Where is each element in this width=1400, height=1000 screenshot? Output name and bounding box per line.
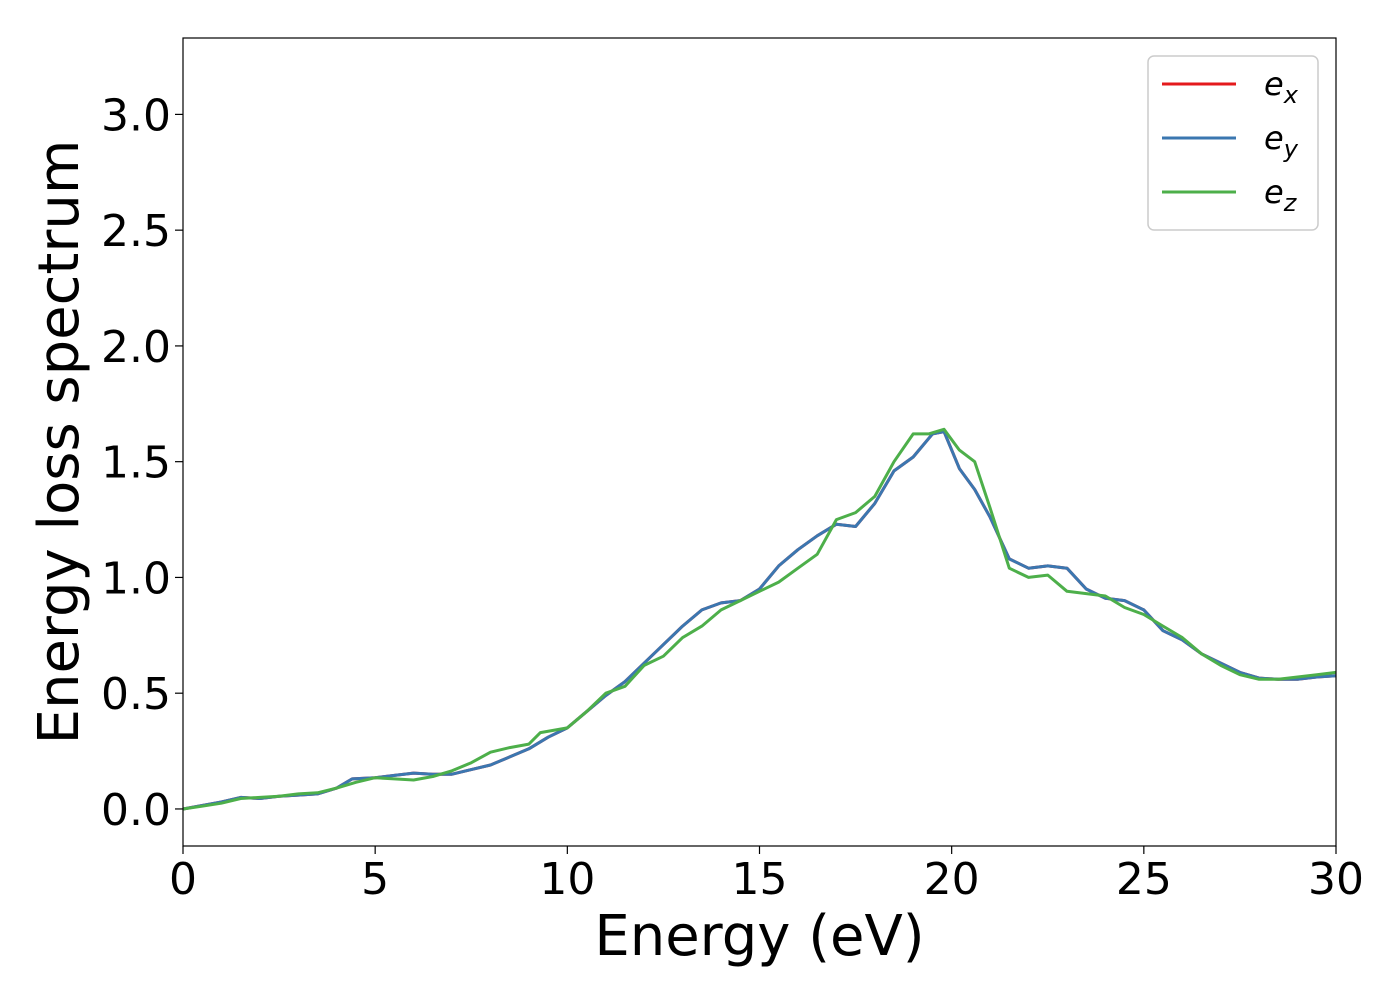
- y-tick-label: 2.5: [101, 206, 171, 257]
- legend-label-subscript: z: [1283, 189, 1298, 217]
- legend-label-base: e: [1264, 65, 1284, 103]
- x-axis-ticks: 0 5 10 15 20 25 30: [169, 846, 1364, 905]
- x-axis-title: Energy (eV): [594, 904, 924, 969]
- x-tick-label: 30: [1308, 854, 1364, 905]
- x-tick-label: 0: [169, 854, 197, 905]
- legend-label-base: e: [1264, 173, 1284, 211]
- series-line-ez: [182, 427, 1337, 811]
- y-axis-ticks: 0.0 0.5 1.0 1.5 2.0 2.5 3.0: [101, 90, 183, 836]
- y-tick-label: 0.5: [101, 669, 171, 720]
- y-axis-title: Energy loss spectrum: [27, 140, 92, 745]
- x-tick-label: 10: [539, 854, 595, 905]
- legend-label-subscript: y: [1283, 135, 1299, 163]
- legend-label-ex: ex: [1264, 65, 1299, 109]
- x-tick-label: 25: [1116, 854, 1172, 905]
- legend-label-subscript: x: [1283, 81, 1299, 109]
- y-tick-label: 0.0: [101, 785, 171, 836]
- x-tick-label: 5: [361, 854, 389, 905]
- legend-label-base: e: [1264, 119, 1284, 157]
- plot-lines: [182, 427, 1337, 811]
- y-tick-label: 1.0: [101, 553, 171, 604]
- y-tick-label: 3.0: [101, 90, 171, 141]
- y-tick-label: 1.5: [101, 438, 171, 489]
- legend-box: [1147, 55, 1319, 231]
- x-tick-label: 20: [924, 854, 980, 905]
- legend-label-ey: ey: [1264, 119, 1299, 163]
- x-tick-label: 15: [732, 854, 788, 905]
- legend-label-ez: ez: [1264, 173, 1298, 217]
- y-tick-label: 2.0: [101, 322, 171, 373]
